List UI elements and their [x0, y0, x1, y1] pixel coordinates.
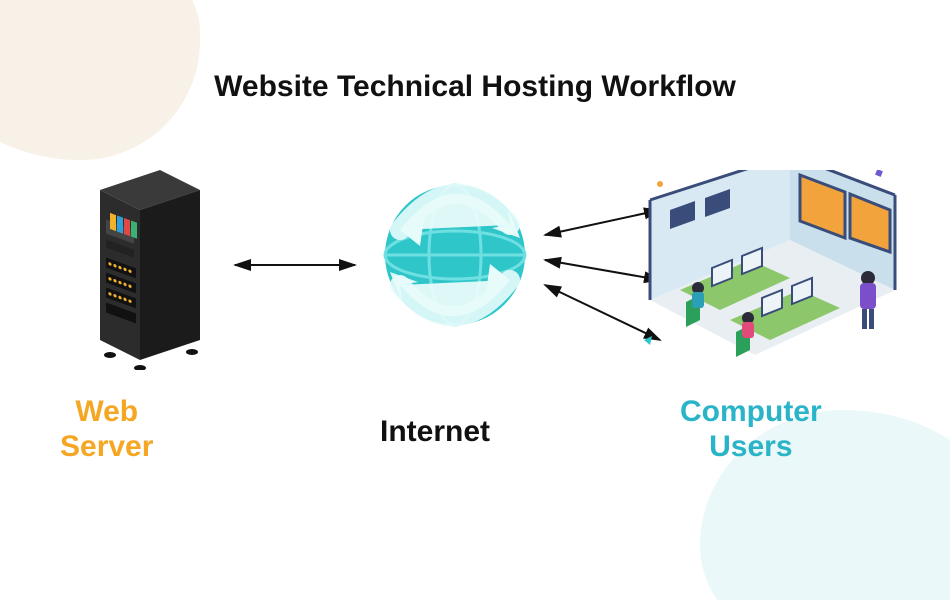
label-computer-users: ComputerUsers [680, 395, 822, 464]
users-icon [640, 170, 900, 360]
label-computer-users-text: ComputerUsers [680, 395, 822, 463]
globe-icon [370, 170, 540, 340]
node-internet [370, 170, 540, 340]
diagram-title: Website Technical Hosting Workflow [0, 70, 950, 104]
node-computer-users [640, 170, 900, 360]
node-web-server [80, 160, 220, 370]
label-internet: Internet [380, 415, 490, 450]
label-web-server: WebServer [60, 395, 153, 464]
label-internet-text: Internet [380, 415, 490, 448]
label-web-server-text: WebServer [60, 395, 153, 463]
server-icon [80, 160, 220, 370]
